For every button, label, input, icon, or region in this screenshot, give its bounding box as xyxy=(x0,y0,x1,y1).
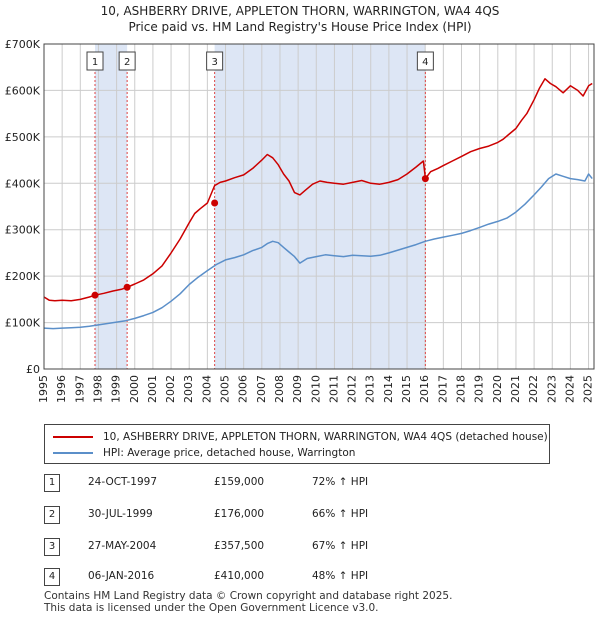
x-tick-label: 2019 xyxy=(473,375,486,403)
legend-item-hpi: HPI: Average price, detached house, Warr… xyxy=(53,445,355,461)
sale-price: £159,000 xyxy=(214,476,265,488)
sale-label: 4 xyxy=(422,57,428,68)
x-tick-label: 1996 xyxy=(55,375,68,403)
x-tick-label: 2017 xyxy=(436,375,449,403)
x-tick-label: 2014 xyxy=(382,375,395,403)
property-price-line xyxy=(43,78,593,302)
sale-label: 3 xyxy=(211,57,217,68)
sale-hpi-change: 66% ↑ HPI xyxy=(312,508,369,520)
y-tick-label: £300K xyxy=(5,224,41,237)
x-tick-label: 2004 xyxy=(200,375,213,403)
sale-label: 1 xyxy=(92,57,98,68)
sale-hpi-change: 67% ↑ HPI xyxy=(312,540,369,552)
sale-number-badge: 2 xyxy=(44,506,60,524)
sale-label-box xyxy=(206,51,224,71)
plot-frame xyxy=(43,43,595,370)
x-tick-label: 2005 xyxy=(219,375,232,403)
x-tick-label: 2023 xyxy=(545,375,558,403)
y-tick-label: £400K xyxy=(5,177,41,190)
x-tick-label: 2015 xyxy=(400,375,413,403)
y-tick-label: £500K xyxy=(5,131,41,144)
sale-label-box xyxy=(416,51,434,71)
sale-date: 24-OCT-1997 xyxy=(88,476,157,488)
legend: 10, ASHBERRY DRIVE, APPLETON THORN, WARR… xyxy=(44,424,550,464)
sale-price: £410,000 xyxy=(214,570,265,582)
shaded-region xyxy=(95,44,128,369)
sale-row: 4 06-JAN-2016 £410,000 48% ↑ HPI xyxy=(44,568,564,586)
y-tick-label: £0 xyxy=(26,363,40,376)
x-tick-label: 2009 xyxy=(291,375,304,403)
x-tick-label: 1997 xyxy=(73,375,86,403)
x-tick-label: 2022 xyxy=(527,375,540,403)
sale-row: 3 27-MAY-2004 £357,500 67% ↑ HPI xyxy=(44,538,564,556)
footer-licence: This data is licensed under the Open Gov… xyxy=(44,602,379,614)
x-tick-label: 1998 xyxy=(91,375,104,403)
y-tick-label: £700K xyxy=(5,38,41,51)
y-tick-label: £200K xyxy=(5,270,41,283)
sale-date: 27-MAY-2004 xyxy=(88,540,157,552)
x-tick-label: 2024 xyxy=(563,375,576,403)
x-tick-label: 2008 xyxy=(273,375,286,403)
x-tick-label: 2007 xyxy=(255,375,268,403)
x-tick-label: 2006 xyxy=(237,375,250,403)
plot-area: 1 2 3 4 £0 £100K £200K £300K £400K £500K £600K £700… xyxy=(5,38,595,403)
sale-price: £357,500 xyxy=(214,540,265,552)
x-tick-label: 2025 xyxy=(582,375,595,403)
legend-item-property: 10, ASHBERRY DRIVE, APPLETON THORN, WARR… xyxy=(53,429,548,445)
sale-point xyxy=(421,175,429,183)
x-tick-label: 2018 xyxy=(454,375,467,403)
sale-point xyxy=(123,283,131,291)
x-tick-label: 2012 xyxy=(346,375,359,403)
x-tick-label: 1995 xyxy=(37,375,50,403)
sale-number-badge: 4 xyxy=(44,568,60,586)
sale-point xyxy=(211,199,219,207)
x-tick-label: 2001 xyxy=(146,375,159,403)
sale-price: £176,000 xyxy=(214,508,265,520)
sale-number-badge: 1 xyxy=(44,474,60,492)
x-tick-label: 2020 xyxy=(491,375,504,403)
legend-label-hpi: HPI: Average price, detached house, Warr… xyxy=(103,447,356,459)
x-tick-label: 2010 xyxy=(309,375,322,403)
legend-line-hpi xyxy=(53,452,93,454)
sale-number-badge: 3 xyxy=(44,538,60,556)
sale-hpi-change: 72% ↑ HPI xyxy=(312,476,369,488)
x-tick-label: 1999 xyxy=(110,375,123,403)
chart-subtitle: Price paid vs. HM Land Registry's House … xyxy=(128,20,471,34)
x-tick-label: 2013 xyxy=(364,375,377,403)
sale-row: 2 30-JUL-1999 £176,000 66% ↑ HPI xyxy=(44,506,564,524)
chart-title: 10, ASHBERRY DRIVE, APPLETON THORN, WARR… xyxy=(101,4,500,18)
price-chart: 10, ASHBERRY DRIVE, APPLETON THORN, WARR… xyxy=(5,4,595,403)
x-tick-label: 2003 xyxy=(182,375,195,403)
legend-label-property: 10, ASHBERRY DRIVE, APPLETON THORN, WARR… xyxy=(103,431,548,443)
x-tick-label: 2021 xyxy=(509,375,522,403)
sale-point xyxy=(91,291,99,299)
footer: Contains HM Land Registry data © Crown c… xyxy=(44,590,452,614)
legend-line-property xyxy=(53,436,93,438)
sale-date: 30-JUL-1999 xyxy=(88,508,153,520)
sale-hpi-change: 48% ↑ HPI xyxy=(312,570,369,582)
footer-copyright: Contains HM Land Registry data © Crown c… xyxy=(44,590,453,602)
sale-label-box xyxy=(118,51,136,71)
sale-label-box xyxy=(86,51,104,71)
x-tick-label: 2011 xyxy=(327,375,340,403)
y-tick-label: £600K xyxy=(5,84,41,97)
x-tick-label: 2002 xyxy=(164,375,177,403)
sale-label: 2 xyxy=(124,57,130,68)
x-tick-label: 2000 xyxy=(128,375,141,403)
y-tick-label: £100K xyxy=(5,317,41,330)
shaded-region xyxy=(214,44,426,369)
sale-row: 1 24-OCT-1997 £159,000 72% ↑ HPI xyxy=(44,474,564,492)
sale-date: 06-JAN-2016 xyxy=(88,570,155,582)
hpi-line xyxy=(43,173,593,330)
x-tick-label: 2016 xyxy=(418,375,431,403)
